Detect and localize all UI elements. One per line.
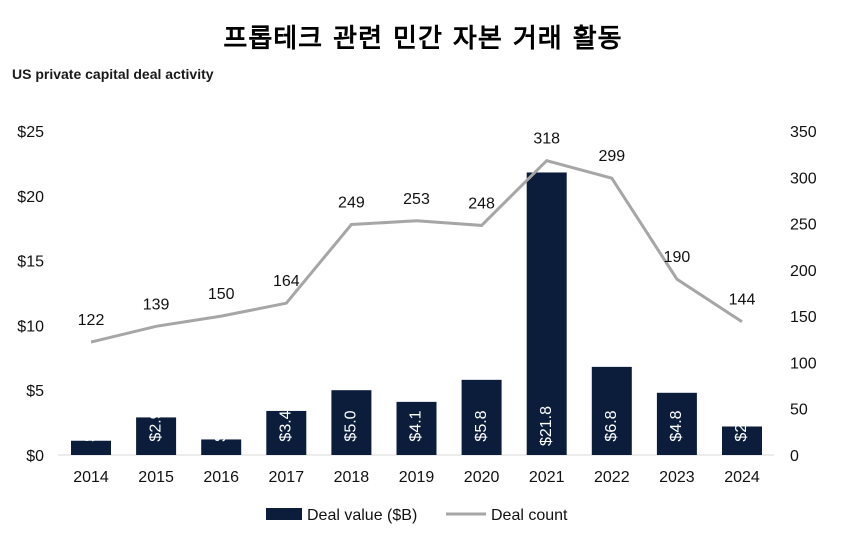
- line-value-label: 249: [338, 194, 365, 211]
- x-axis-tick-label: 2016: [203, 469, 239, 486]
- bar-series: [71, 172, 762, 456]
- x-axis-tick-label: 2014: [73, 469, 109, 486]
- legend: Deal value ($B) Deal count: [266, 507, 568, 524]
- right-axis-tick-label: 100: [790, 355, 817, 372]
- bar-value-label: $3.4: [278, 410, 295, 441]
- right-axis-ticks: 0 50 100 150 200 250 300 350: [790, 124, 817, 465]
- x-axis-tick-label: 2022: [594, 469, 630, 486]
- line-value-label: 299: [598, 148, 625, 165]
- left-axis-tick-label: $10: [17, 318, 44, 335]
- x-axis-tick-label: 2017: [269, 469, 305, 486]
- bar-value-labels: $1.1 $2.9 $1.2 $3.4 $5.0 $4.1 $5.8 $21.8 $6.8 $4.…: [82, 406, 750, 446]
- right-axis-tick-label: 350: [790, 124, 817, 141]
- bar: [461, 379, 502, 455]
- bar-value-label: $1.1: [82, 410, 99, 441]
- legend-swatch-deal-value: [266, 508, 302, 520]
- line-value-labels: 122 139 150 164 249 253 248 318 299 190 144: [78, 131, 756, 329]
- right-axis-tick-label: 150: [790, 309, 817, 326]
- legend-label-deal-value: Deal value ($B): [307, 507, 417, 524]
- bar-value-label: $4.8: [668, 410, 685, 441]
- bar-value-label: $6.8: [603, 410, 620, 441]
- bar-value-label: $21.8: [538, 406, 555, 446]
- x-axis-tick-label: 2024: [724, 469, 760, 486]
- bar: [201, 439, 242, 455]
- x-axis-ticks: 2014 2015 2016 2017 2018 2019 2020 2021 2022 2023…: [73, 469, 760, 486]
- bar: [266, 410, 307, 455]
- left-axis-tick-label: $25: [17, 124, 44, 141]
- chart-subtitle: US private capital deal activity: [12, 66, 214, 82]
- bar-value-label: $2.9: [147, 410, 164, 441]
- bar: [722, 426, 762, 455]
- right-axis-tick-label: 300: [790, 170, 817, 187]
- x-axis-tick-label: 2023: [659, 469, 695, 486]
- deal-count-line: [90, 158, 743, 344]
- line-value-label: 122: [78, 312, 105, 329]
- chart-title: 프롭테크 관련 민간 자본 거래 활동: [223, 24, 623, 54]
- bar: [526, 172, 567, 456]
- bar-value-label: $2.2: [733, 410, 750, 441]
- line-value-label: 248: [468, 195, 495, 212]
- x-axis-tick-label: 2018: [334, 469, 370, 486]
- bar: [136, 417, 177, 455]
- bar: [591, 366, 632, 455]
- bar-value-label: $1.2: [212, 410, 229, 441]
- left-axis-tick-label: $20: [17, 189, 44, 206]
- bar: [71, 440, 111, 455]
- right-axis-tick-label: 200: [790, 263, 817, 280]
- line-value-label: 253: [403, 191, 430, 208]
- line-value-label: 144: [729, 292, 756, 309]
- bar-value-label: $5.0: [343, 410, 360, 441]
- right-axis-tick-label: 250: [790, 217, 817, 234]
- left-axis-tick-label: $15: [17, 254, 44, 271]
- left-axis-tick-label: $5: [26, 383, 44, 400]
- bar: [331, 390, 372, 455]
- left-axis-ticks: $0 $5 $10 $15 $20 $25: [17, 124, 44, 465]
- x-axis-tick-label: 2015: [138, 469, 174, 486]
- line-value-label: 150: [208, 286, 235, 303]
- line-value-label: 164: [273, 273, 300, 290]
- bar: [656, 392, 697, 455]
- left-axis-tick-label: $0: [26, 448, 44, 465]
- bar: [396, 401, 437, 455]
- line-value-label: 318: [533, 131, 560, 148]
- legend-label-deal-count: Deal count: [491, 507, 568, 524]
- x-axis-tick-label: 2019: [399, 469, 435, 486]
- line-value-label: 190: [664, 249, 691, 266]
- bar-value-label: $5.8: [473, 410, 490, 441]
- right-axis-tick-label: 0: [790, 448, 799, 465]
- line-value-label: 139: [143, 296, 170, 313]
- x-axis-tick-label: 2021: [529, 469, 565, 486]
- x-axis-tick-label: 2020: [464, 469, 500, 486]
- bar-value-label: $4.1: [408, 410, 425, 441]
- right-axis-tick-label: 50: [790, 402, 808, 419]
